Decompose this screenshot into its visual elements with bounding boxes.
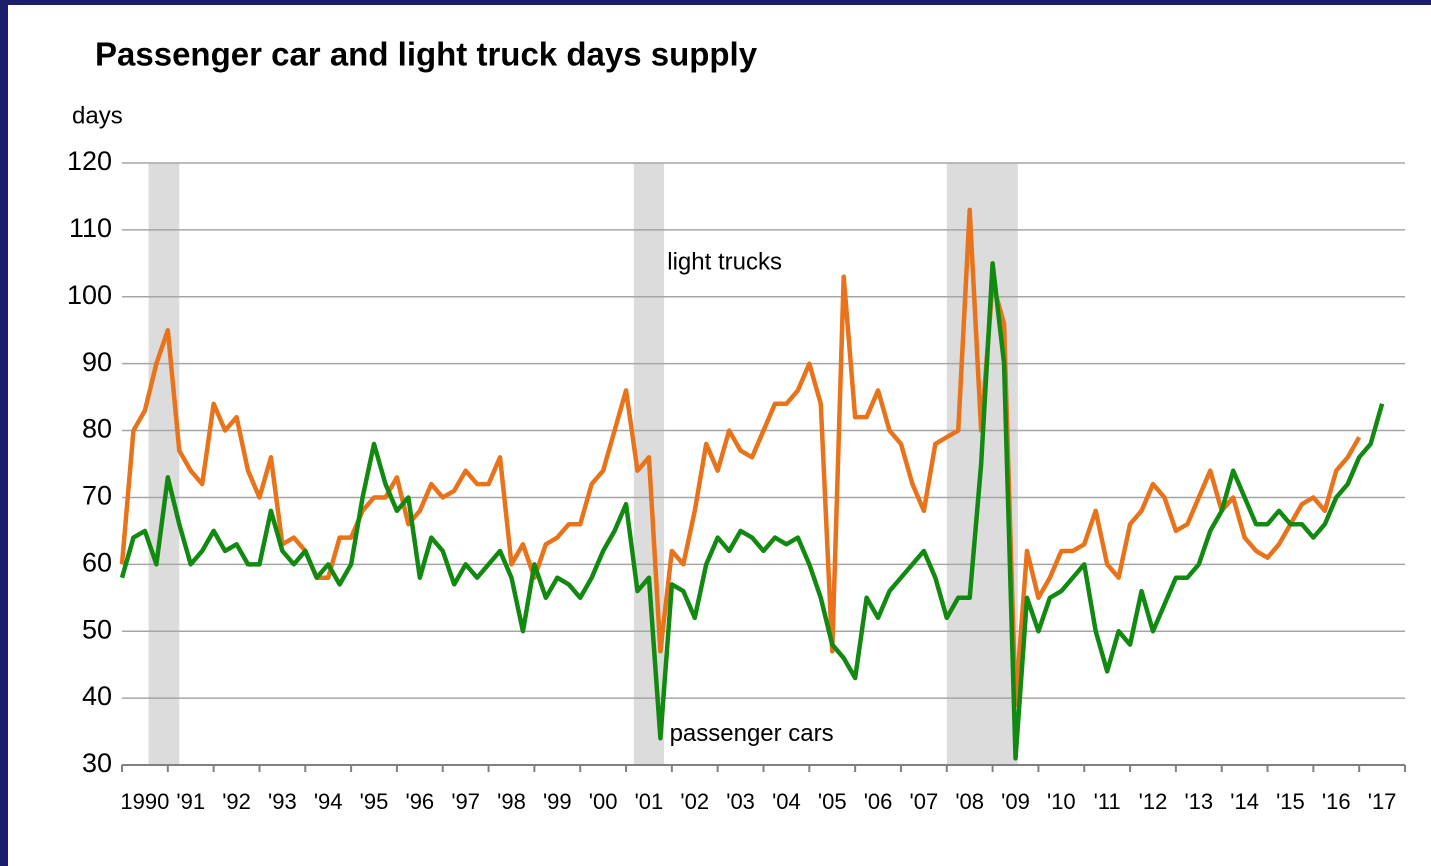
y-tick-label: 100: [67, 280, 112, 310]
x-tick-label: '08: [955, 789, 984, 814]
x-tick-label: '95: [360, 789, 389, 814]
y-tick-label: 60: [82, 547, 112, 577]
y-tick-label: 110: [69, 213, 112, 243]
x-tick-label: '03: [726, 789, 755, 814]
y-tick-label: 90: [82, 347, 112, 377]
x-tick-label: '16: [1322, 789, 1351, 814]
x-tick-label: '93: [268, 789, 297, 814]
x-tick-label: '92: [222, 789, 251, 814]
x-tick-label: '10: [1047, 789, 1076, 814]
y-tick-label: 30: [82, 748, 112, 778]
x-tick-label: '06: [864, 789, 893, 814]
x-tick-label: '02: [680, 789, 709, 814]
x-tick-label: '09: [1001, 789, 1030, 814]
annotation: passenger cars: [670, 720, 834, 747]
x-tick-label: '15: [1276, 789, 1305, 814]
x-tick-label: '13: [1184, 789, 1213, 814]
y-axis-label: days: [72, 102, 123, 129]
chart-title: Passenger car and light truck days suppl…: [95, 36, 758, 73]
y-tick-label: 80: [82, 414, 112, 444]
x-tick-label: '14: [1230, 789, 1259, 814]
y-tick-label: 40: [82, 681, 112, 711]
recession-band: [148, 163, 180, 765]
x-tick-label: '94: [314, 789, 343, 814]
series-line: [119, 261, 1385, 761]
x-tick-label: '17: [1368, 789, 1397, 814]
x-tick-label: '07: [910, 789, 939, 814]
x-tick-label: '98: [497, 789, 526, 814]
x-tick-label: '01: [635, 789, 664, 814]
x-tick-label: '91: [176, 789, 205, 814]
y-tick-label: 70: [82, 481, 112, 511]
y-tick-label: 50: [82, 614, 112, 644]
series-line: [119, 207, 1362, 708]
x-tick-label: '97: [451, 789, 480, 814]
chart-background: [8, 5, 1431, 866]
x-tick-label: '04: [772, 789, 801, 814]
x-tick-label: '99: [543, 789, 572, 814]
x-tick-label: '05: [818, 789, 847, 814]
annotation: light trucks: [667, 249, 782, 276]
x-tick-label: 1990: [120, 789, 169, 814]
x-tick-label: '00: [589, 789, 618, 814]
y-tick-label: 120: [67, 146, 112, 176]
x-tick-label: '96: [406, 789, 435, 814]
x-tick-label: '12: [1139, 789, 1168, 814]
x-tick-label: '11: [1094, 789, 1121, 814]
